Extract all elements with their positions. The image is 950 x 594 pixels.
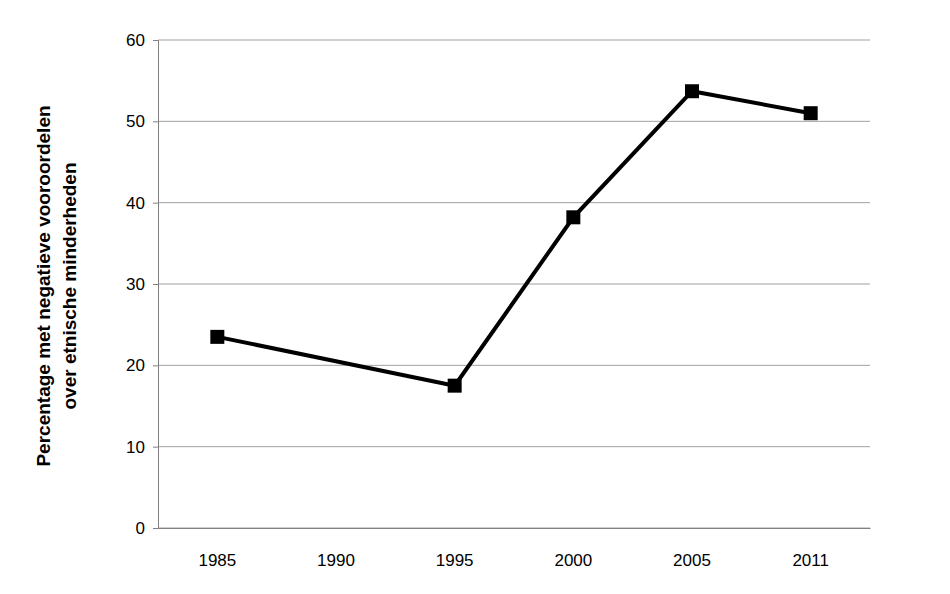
y-tick-label: 60: [126, 31, 145, 50]
x-tick-label: 1985: [198, 551, 236, 570]
y-tick-mark: [153, 365, 158, 366]
grid-line: [158, 202, 870, 203]
grid-line: [158, 284, 870, 285]
plot: 0 10 20 30 40 50 60 1985 1990 1995 2000 2005 2011: [126, 31, 870, 570]
line: [217, 91, 810, 385]
y-tick: 0: [136, 519, 158, 538]
y-tick-mark: [153, 528, 158, 529]
y-tick-label: 30: [126, 275, 145, 294]
x-tick: 1990: [317, 551, 355, 570]
x-axis-line: [159, 528, 871, 529]
y-tick-mark: [153, 40, 158, 41]
chart: 0 10 20 30 40 50 60 1985 1990 1995 2000 2005 2011 Per…: [0, 0, 950, 594]
y-tick: 10: [126, 438, 158, 457]
marker: [448, 379, 462, 393]
marker: [685, 84, 699, 98]
y-axis-title-line: over etnische minderheden: [59, 162, 80, 409]
y-axis: 0 10 20 30 40 50 60: [126, 31, 158, 538]
y-axis-title: Percentage met negatieve vooroordelenove…: [33, 105, 80, 466]
grid-line: [158, 528, 870, 529]
x-tick: 2005: [673, 551, 711, 570]
grid-line: [158, 121, 870, 122]
y-tick-label: 40: [126, 194, 145, 213]
grid: [158, 40, 870, 528]
y-tick-mark: [153, 284, 158, 285]
marks: [210, 84, 817, 392]
y-tick-mark: [153, 447, 158, 448]
x-tick-label: 2000: [554, 551, 592, 570]
marker: [804, 106, 818, 120]
y-tick-label: 20: [126, 356, 145, 375]
grid-line: [158, 40, 870, 41]
y-tick-label: 10: [126, 438, 145, 457]
grid-line: [158, 365, 870, 366]
x-tick-label: 1990: [317, 551, 355, 570]
marker: [210, 330, 224, 344]
x-tick: 1995: [436, 551, 474, 570]
y-tick: 40: [126, 194, 158, 213]
x-tick: 1985: [198, 551, 236, 570]
x-axis: 1985 1990 1995 2000 2005 2011: [159, 529, 871, 571]
y-tick: 50: [126, 112, 158, 131]
y-tick-mark: [153, 203, 158, 204]
x-tick: 2011: [792, 551, 829, 570]
x-tick: 2000: [554, 551, 592, 570]
grid-line: [158, 446, 870, 447]
x-tick-label: 1995: [436, 551, 474, 570]
y-tick-label: 50: [126, 112, 145, 131]
y-tick-mark: [153, 121, 158, 122]
marker: [566, 210, 580, 224]
y-tick: 20: [126, 356, 158, 375]
y-tick: 30: [126, 275, 158, 294]
y-axis-title-line: Percentage met negatieve vooroordelen: [33, 105, 54, 466]
y-axis-line: [153, 41, 159, 529]
y-tick-label: 0: [136, 519, 145, 538]
x-tick-label: 2005: [673, 551, 711, 570]
y-tick: 60: [126, 31, 158, 50]
x-tick-label: 2011: [792, 551, 829, 570]
